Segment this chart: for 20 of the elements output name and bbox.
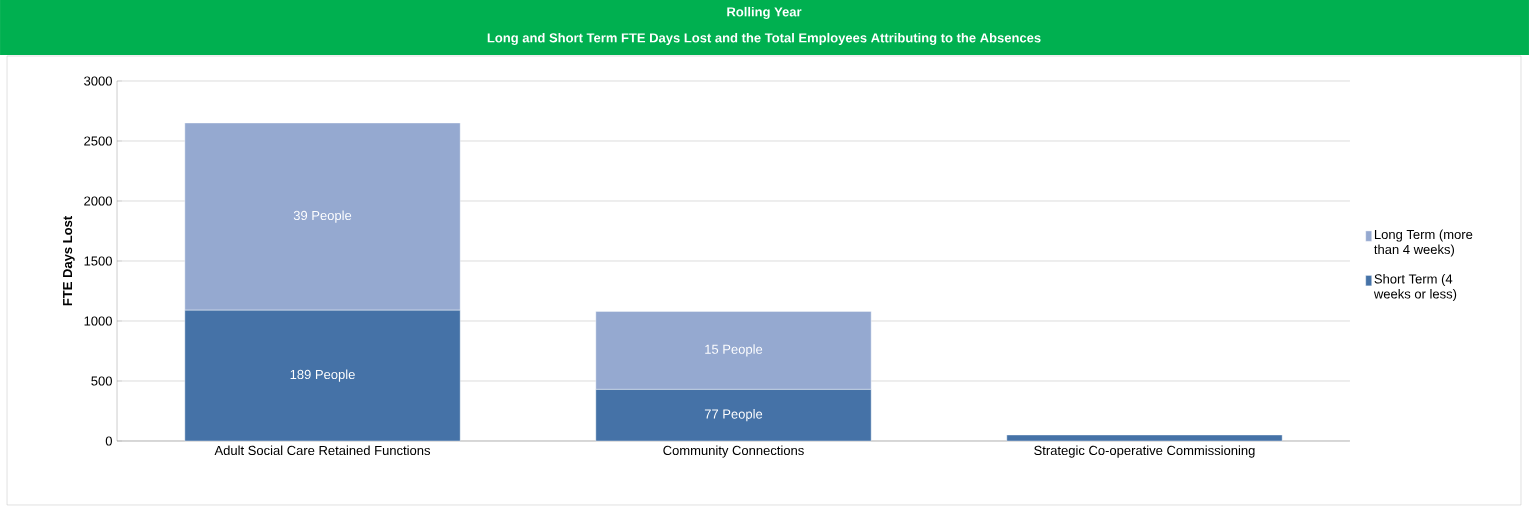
x-tick-label: Community Connections bbox=[663, 445, 804, 458]
x-tick-label: Adult Social Care Retained Functions bbox=[214, 445, 431, 456]
y-tick-label: 1500 bbox=[84, 256, 112, 266]
y-tick-label: 2000 bbox=[84, 196, 112, 206]
chart-subtitle: Long and Short Term FTE Days Lost and the Total Employees Attributing to the Absences bbox=[487, 32, 1041, 46]
y-tick-label: 2500 bbox=[84, 136, 112, 146]
annotation: 77 People bbox=[704, 409, 763, 422]
annotation: 39 People bbox=[293, 210, 352, 223]
x-tick-label: Strategic Co-operative Commissioning bbox=[1034, 445, 1255, 458]
chart-title: Rolling Year bbox=[727, 6, 802, 20]
y-tick-label: 1000 bbox=[84, 316, 112, 326]
y-tick-label: 0 bbox=[105, 436, 112, 446]
legend-label: Long Term (more than 4 weeks) bbox=[1374, 229, 1473, 257]
legend-label: Short Term (4 weeks or less) bbox=[1373, 273, 1457, 302]
bar bbox=[1006, 434, 1283, 442]
y-tick-label: 3000 bbox=[84, 76, 112, 86]
y-tick-label: 500 bbox=[91, 376, 112, 386]
annotation: 15 People bbox=[705, 344, 763, 357]
annotation: 189 People bbox=[290, 369, 355, 382]
y-axis-title: FTE Days Lost bbox=[63, 216, 75, 306]
